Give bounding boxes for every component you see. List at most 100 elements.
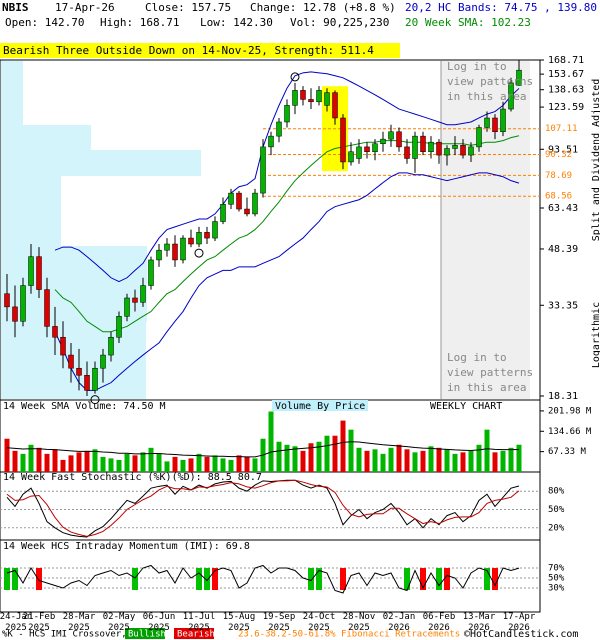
- fib-label: 90.32: [545, 150, 572, 160]
- candle-body: [372, 143, 378, 152]
- candle-body: [12, 306, 18, 322]
- candle-body: [212, 221, 218, 239]
- volume-bar: [428, 446, 434, 472]
- vbp-bar: [1, 150, 201, 176]
- vbp-label-bg: [272, 400, 368, 411]
- close: Close: 157.75: [145, 1, 231, 14]
- y-tick-label: 134.66 M: [548, 427, 592, 437]
- volume-bar: [252, 458, 258, 472]
- candle-body: [148, 259, 154, 286]
- volume-bar: [356, 447, 362, 472]
- x-tick-label: 24-Oct 2025: [303, 612, 336, 633]
- candle-body: [236, 192, 242, 210]
- candle-body: [180, 237, 186, 261]
- candle-body: [436, 141, 442, 156]
- volume-bar: [468, 450, 474, 472]
- y-tick-label: 70%: [548, 564, 565, 574]
- candle-body: [396, 131, 402, 148]
- volume-bar: [268, 411, 274, 472]
- candle-body: [244, 208, 250, 215]
- candle-body: [508, 82, 514, 110]
- weekly-label: WEEKLY CHART: [430, 401, 502, 412]
- y-tick-label: 201.98 M: [548, 406, 592, 416]
- candle-body: [132, 297, 138, 303]
- volume-bar: [132, 455, 138, 472]
- volume-bar: [420, 450, 426, 472]
- y-tick-label: 138.63: [548, 85, 584, 96]
- x-tick-label: 24-Jan 2025: [0, 612, 32, 633]
- volume-bar: [84, 450, 90, 472]
- high: High: 168.71: [100, 16, 179, 29]
- candle-body: [76, 367, 82, 376]
- candle-body: [500, 108, 506, 133]
- crossover-bar: [340, 568, 346, 590]
- crossover-bar: [196, 568, 202, 590]
- volume-bar: [308, 443, 314, 472]
- candle-body: [108, 336, 114, 356]
- y-tick-label: 123.59: [548, 102, 584, 113]
- x-tick-label: 21-Feb 2025: [23, 612, 56, 633]
- volume-bar: [44, 453, 50, 472]
- locked-notice: view patterns: [447, 75, 533, 88]
- candle-body: [268, 135, 274, 148]
- locked-notice: in this area: [447, 381, 526, 394]
- y-tick-label: 93.51: [548, 144, 578, 155]
- locked-notice: view patterns: [447, 366, 533, 379]
- volume-bar: [244, 456, 250, 472]
- candle-body: [452, 145, 458, 149]
- crossover-bar: [132, 568, 138, 590]
- bands: 20,2 HC Bands: 74.75 , 139.80: [405, 1, 597, 14]
- candle-body: [364, 146, 370, 152]
- candle-body: [316, 90, 322, 103]
- volume-bar: [148, 447, 154, 472]
- volume-bar: [124, 453, 130, 472]
- imi-panel: [0, 539, 541, 613]
- y-tick-label: 63.43: [548, 203, 578, 214]
- volume-bar: [300, 450, 306, 472]
- volume-bar: [204, 456, 210, 472]
- volume-bar: [28, 444, 34, 472]
- y-tick-label: 30%: [548, 584, 565, 594]
- volume-bar: [492, 452, 498, 472]
- volume-bar: [500, 450, 506, 472]
- candle-body: [300, 90, 306, 100]
- candle-body: [52, 326, 58, 338]
- y-tick-label: 50%: [548, 574, 565, 584]
- volume-bar: [228, 459, 234, 472]
- crossover-bar: [404, 568, 410, 590]
- candle-body: [380, 138, 386, 144]
- candle-body: [188, 237, 194, 245]
- volume-bar: [164, 461, 170, 472]
- crossover-bar: [308, 568, 314, 590]
- candle-body: [516, 69, 522, 86]
- volume-title: 14 Week SMA Volume: 74.50 M: [3, 401, 166, 412]
- y-tick-label: 153.67: [548, 69, 584, 80]
- volume-bar: [116, 459, 122, 472]
- candle-body: [332, 92, 338, 119]
- candle-body: [284, 105, 290, 123]
- volume-bar: [324, 435, 330, 472]
- candle-body: [356, 146, 362, 159]
- volume-bar: [284, 444, 290, 472]
- date: 17-Apr-26: [55, 1, 115, 14]
- x-tick-label: 19-Sep 2025: [263, 612, 296, 633]
- x-tick-label: 06-Feb 2026: [423, 612, 456, 633]
- volume-bar: [452, 453, 458, 472]
- pattern-banner: Bearish Three Outside Down on 14-Nov-25,…: [3, 44, 374, 57]
- volume-bar: [172, 456, 178, 472]
- volume-bar: [20, 453, 26, 472]
- candle-body: [92, 367, 98, 391]
- crossover-bar: [492, 568, 498, 590]
- volume-bar: [348, 429, 354, 472]
- vbp-bar: [1, 61, 23, 125]
- candle-body: [36, 256, 42, 290]
- open: Open: 142.70: [5, 16, 84, 29]
- crossover-bar: [484, 568, 490, 590]
- volume-bar: [316, 441, 322, 472]
- x-tick-label: 06-Jun 2025: [143, 612, 176, 633]
- x-tick-label: 13-Mar 2026: [463, 612, 496, 633]
- volume-bar: [516, 444, 522, 472]
- y-tick-label: 48.39: [548, 244, 578, 255]
- volume-bar: [92, 449, 98, 472]
